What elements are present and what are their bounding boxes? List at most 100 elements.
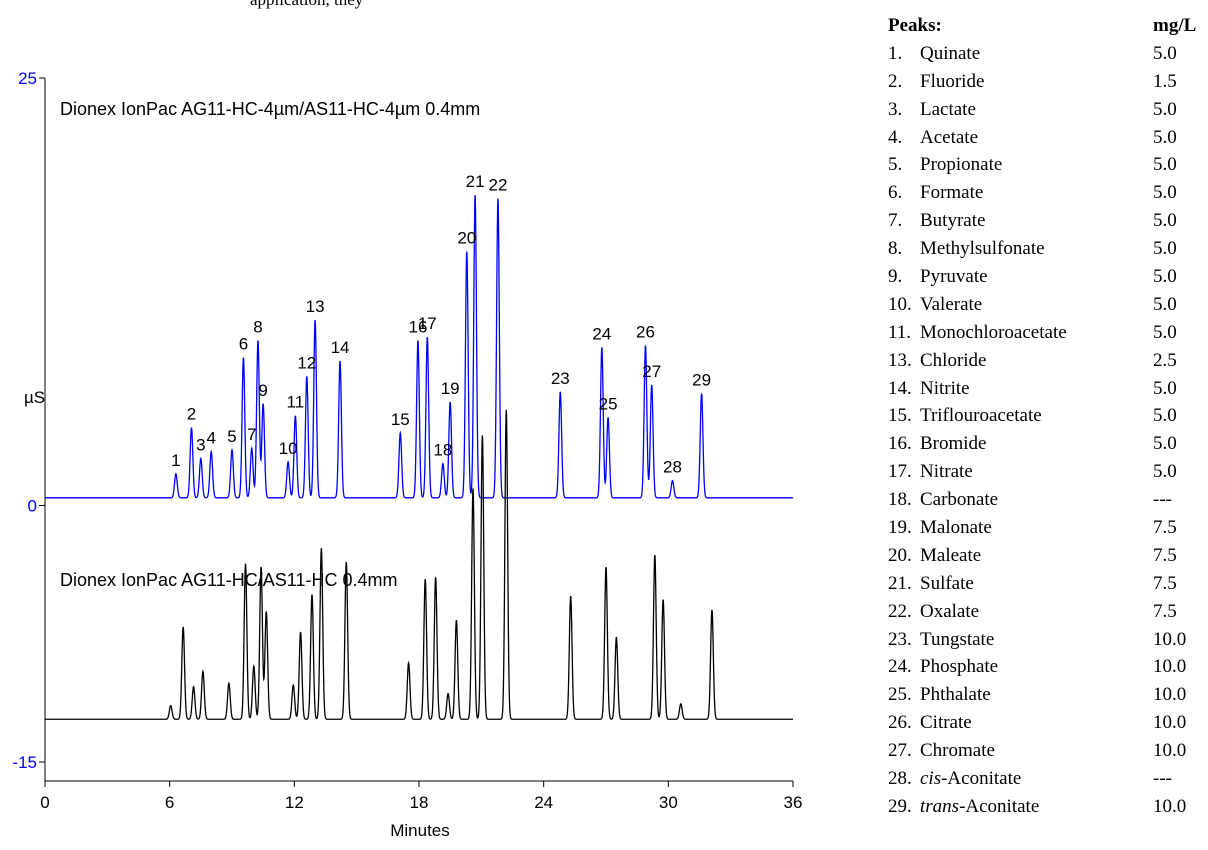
legend-peak-name: trans — [920, 795, 960, 817]
x-tick-label: 24 — [534, 793, 553, 812]
peak-label: 6 — [239, 335, 248, 354]
legend-peak-number: 20. — [888, 544, 912, 566]
peak-label: 10 — [279, 439, 298, 458]
legend-peak-number: 27. — [888, 740, 912, 762]
legend-row: 17. Nitrate 5.0 — [888, 458, 1198, 486]
legend-row: 26. Citrate 10.0 — [888, 709, 1198, 737]
series-title-upper: Dionex IonPac AG11-HC-4µm/AS11-HC-4µm 0.… — [60, 99, 480, 119]
legend-concentration: --- — [1153, 768, 1172, 790]
legend-peak-number: 3. — [888, 98, 903, 120]
legend-peak-number: 24. — [888, 656, 912, 678]
legend-row: 14. Nitrite 5.0 — [888, 375, 1198, 403]
legend-concentration: 10.0 — [1153, 740, 1187, 762]
peak-label: 19 — [441, 379, 460, 398]
peak-label: 13 — [306, 297, 325, 316]
peak-label: 18 — [433, 441, 452, 460]
legend-peak-number: 11. — [888, 321, 912, 343]
legend-row: 22. Oxalate 7.5 — [888, 598, 1198, 626]
x-tick-label: 0 — [40, 793, 49, 812]
legend-peak-name: Malonate — [920, 517, 992, 539]
legend-peak-number: 14. — [888, 377, 912, 399]
legend-peak-number: 6. — [888, 182, 903, 204]
legend-concentration: 5.0 — [1153, 154, 1177, 176]
legend-row: 27. Chromate 10.0 — [888, 737, 1198, 765]
legend-concentration: 7.5 — [1153, 600, 1177, 622]
legend-concentration: 5.0 — [1153, 293, 1177, 315]
legend-peak-number: 23. — [888, 628, 912, 650]
legend-peak-number: 26. — [888, 712, 912, 734]
legend-peak-number: 28. — [888, 768, 912, 790]
legend-row: 18. Carbonate --- — [888, 486, 1198, 514]
legend-peak-name: Nitrite — [920, 377, 970, 399]
legend-peak-name: Quinate — [920, 42, 981, 64]
legend-peak-number: 25. — [888, 684, 912, 706]
legend-peak-name: Bromide — [920, 433, 987, 455]
legend-concentration: 5.0 — [1153, 321, 1177, 343]
legend-concentration: 2.5 — [1153, 349, 1177, 371]
legend-concentration: 5.0 — [1153, 238, 1177, 260]
peak-label: 15 — [391, 410, 410, 429]
peak-label: 4 — [206, 429, 215, 448]
legend-concentration: 5.0 — [1153, 266, 1177, 288]
peak-label: 25 — [599, 394, 618, 413]
legend-row: 4. Acetate 5.0 — [888, 124, 1198, 152]
x-axis-label: Minutes — [390, 821, 450, 840]
legend-row: 2. Fluoride 1.5 — [888, 68, 1198, 96]
legend-peak-name: Sulfate — [920, 572, 974, 594]
legend-peak-name: Valerate — [920, 293, 983, 315]
legend-concentration: 5.0 — [1153, 461, 1177, 483]
legend-peak-name: Formate — [920, 182, 984, 204]
x-tick-label: 30 — [659, 793, 678, 812]
legend-peak-number: 22. — [888, 600, 912, 622]
legend-concentration: 10.0 — [1153, 684, 1187, 706]
legend-header-unit: mg/L — [1153, 15, 1197, 36]
legend-row: 10. Valerate 5.0 — [888, 291, 1198, 319]
legend-peak-number: 29. — [888, 795, 912, 817]
legend-row: 20. Maleate 7.5 — [888, 542, 1198, 570]
legend-peak-name: Fluoride — [920, 70, 985, 92]
peak-label: 14 — [331, 338, 350, 357]
x-ticks: 0 6 12 18 24 30 36 — [40, 781, 802, 812]
peak-label: 11 — [287, 393, 305, 412]
legend-peak-name: Citrate — [920, 712, 972, 734]
peak-label: 21 — [466, 172, 485, 191]
chromatogram-trace-lower — [45, 409, 793, 720]
legend-peak-number: 1. — [888, 42, 903, 64]
y-tick-label: -15 — [12, 753, 37, 772]
legend-peak-name: Carbonate — [920, 489, 999, 511]
legend-concentration: 5.0 — [1153, 126, 1177, 148]
legend-peak-number: 8. — [888, 238, 903, 260]
legend-peak-number: 16. — [888, 433, 912, 455]
legend-peak-number: 15. — [888, 405, 912, 427]
legend-row: 29. trans-Aconitate 10.0 — [888, 793, 1198, 821]
legend-concentration: 5.0 — [1153, 42, 1177, 64]
legend-peak-name: cis — [920, 768, 942, 790]
peak-label: 24 — [592, 324, 611, 343]
legend-peak-number: 19. — [888, 517, 912, 539]
legend-concentration: 10.0 — [1153, 795, 1187, 817]
legend-peak-number: 13. — [888, 349, 912, 371]
legend-peak-number: 5. — [888, 154, 903, 176]
legend-concentration: 10.0 — [1153, 628, 1187, 650]
legend-row: 11. Monochloroacetate 5.0 — [888, 319, 1198, 347]
legend-concentration: 7.5 — [1153, 572, 1177, 594]
legend-items: 1. Quinate 5.0 2. Fluoride 1.5 3. Lactate 5.0 4. A… — [888, 40, 1198, 821]
legend-row: 16. Bromide 5.0 — [888, 430, 1198, 458]
legend-peak-name: Triflouroacetate — [920, 405, 1042, 427]
peak-label: 3 — [196, 435, 205, 454]
legend-peak-name: Chloride — [920, 349, 987, 371]
legend-peak-name: Phosphate — [920, 656, 999, 678]
y-tick-label: 0 — [28, 497, 37, 516]
legend-concentration: 5.0 — [1153, 98, 1177, 120]
x-tick-label: 36 — [784, 793, 803, 812]
legend-concentration: 1.5 — [1153, 70, 1177, 92]
legend-peak-number: 21. — [888, 572, 912, 594]
legend-peak-number: 10. — [888, 293, 912, 315]
x-tick-label: 18 — [410, 793, 429, 812]
peak-label: 1 — [171, 451, 180, 470]
legend-concentration: 5.0 — [1153, 433, 1177, 455]
y-ticks: 25 0 -15 — [12, 69, 45, 772]
legend-row: 24. Phosphate 10.0 — [888, 653, 1198, 681]
legend-peak-name: Lactate — [920, 98, 976, 120]
legend-peak-name: Methylsulfonate — [920, 238, 1045, 260]
